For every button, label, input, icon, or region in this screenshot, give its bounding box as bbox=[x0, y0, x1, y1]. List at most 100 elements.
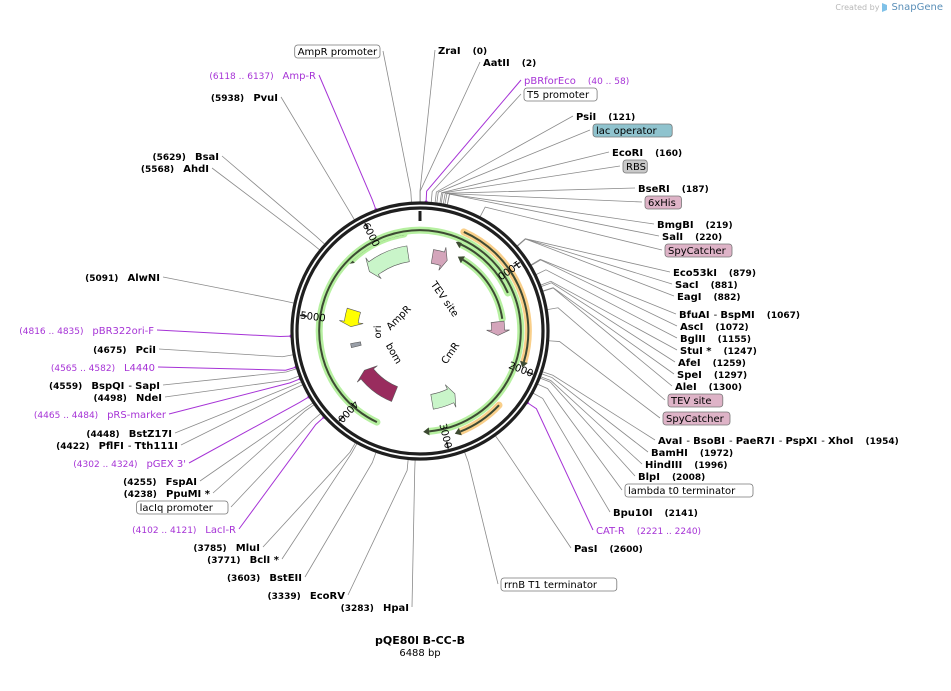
feature-label-tev-site[interactable]: TEV site bbox=[667, 393, 724, 408]
feature-label-tev-site: TEV site bbox=[427, 279, 460, 319]
label-position: (1259) bbox=[713, 359, 746, 369]
orf-arc[interactable] bbox=[318, 229, 522, 433]
enzyme-label-hpai[interactable]: (3283) HpaI bbox=[341, 603, 409, 614]
enzyme-label-hindiii[interactable]: HindIII (1996) bbox=[645, 460, 728, 471]
feature-bom[interactable] bbox=[350, 341, 362, 349]
primer-label-pbrforeco[interactable]: pBRforEco (40 .. 58) bbox=[524, 76, 629, 87]
enzyme-label-blpi[interactable]: BlpI (2008) bbox=[638, 472, 705, 483]
enzyme-label-ppumi-[interactable]: (4238) PpuMI * bbox=[124, 489, 211, 500]
enzyme-label-ecorv[interactable]: (3339) EcoRV bbox=[268, 591, 346, 602]
feature-label-t5-promoter[interactable]: T5 promoter bbox=[523, 87, 598, 102]
enzyme-label-ndei[interactable]: (4498) NdeI bbox=[94, 393, 162, 404]
enzyme-label-ecori[interactable]: EcoRI (160) bbox=[612, 148, 682, 159]
primer-label-pbr322ori-f[interactable]: (4816 .. 4835) pBR322ori-F bbox=[19, 326, 154, 337]
enzyme-label-zrai[interactable]: ZraI (0) bbox=[438, 46, 487, 57]
enzyme-label-bsteii[interactable]: (3603) BstEII bbox=[227, 573, 302, 584]
enzyme-label-eco53ki[interactable]: Eco53kI (879) bbox=[673, 268, 756, 279]
label-name: BglII (1155) bbox=[680, 334, 751, 345]
enzyme-label-mlui[interactable]: (3785) MluI bbox=[193, 543, 260, 554]
leader-line bbox=[516, 238, 673, 285]
enzyme-label-bsai[interactable]: (5629) BsaI bbox=[153, 152, 219, 163]
enzyme-label-psii[interactable]: PsiI (121) bbox=[576, 112, 635, 123]
leader-line bbox=[537, 383, 623, 491]
orf-arc[interactable] bbox=[462, 258, 504, 319]
orf-arc[interactable] bbox=[460, 243, 509, 294]
feature-label-laciq-promoter[interactable]: lacIq promoter bbox=[136, 500, 229, 515]
orf-arc[interactable] bbox=[459, 404, 500, 433]
primer-label-cat-r[interactable]: CAT-R (2221 .. 2240) bbox=[596, 526, 701, 537]
label-name: AscI (1072) bbox=[680, 322, 749, 333]
enzyme-label-afei[interactable]: AfeI (1259) bbox=[678, 358, 746, 369]
enzyme-label-alwni[interactable]: (5091) AlwNI bbox=[85, 273, 160, 284]
feature-label-lac-operator[interactable]: lac operator bbox=[592, 123, 673, 138]
enzyme-label-avai-bsobi-paer7i-pspxi-xhoi[interactable]: AvaI - BsoBI - PaeR7I - PspXI - XhoI (1954) bbox=[658, 436, 899, 447]
enzyme-label-bfuai-bspmi[interactable]: BfuAI - BspMI (1067) bbox=[679, 310, 800, 321]
enzyme-label-pflfi-tth111i[interactable]: (4422) PflFI - Tth111I bbox=[56, 441, 178, 452]
label-name: (5938) PvuI bbox=[211, 93, 278, 104]
feature-label-6xhis[interactable]: 6xHis bbox=[644, 195, 682, 210]
orf-arc[interactable] bbox=[463, 230, 530, 363]
feature-ampr[interactable] bbox=[365, 245, 410, 279]
feature-cmr[interactable] bbox=[430, 384, 457, 410]
leader-line bbox=[419, 61, 481, 203]
leader-line bbox=[281, 443, 358, 560]
enzyme-label-bglii[interactable]: BglII (1155) bbox=[680, 334, 751, 345]
feature-tev-site[interactable] bbox=[430, 247, 448, 271]
primer-label-pgex-3-[interactable]: (4302 .. 4324) pGEX 3' bbox=[73, 459, 186, 470]
enzyme-label-pasi[interactable]: PasI (2600) bbox=[574, 544, 643, 555]
enzyme-label-pvui[interactable]: (5938) PvuI bbox=[211, 93, 278, 104]
feature-ori[interactable] bbox=[339, 307, 364, 328]
enzyme-label-bcli-[interactable]: (3771) BclI * bbox=[207, 555, 280, 566]
primer-label-prs-marker[interactable]: (4465 .. 4484) pRS-marker bbox=[34, 410, 167, 421]
feature-spycatcher2[interactable] bbox=[486, 320, 510, 336]
enzyme-label-bstz17i[interactable]: (4448) BstZ17I bbox=[86, 429, 172, 440]
enzyme-label-fspai[interactable]: (4255) FspAI bbox=[123, 477, 197, 488]
enzyme-label-sali[interactable]: SalI (220) bbox=[662, 232, 722, 243]
enzyme-label-eagi[interactable]: EagI (882) bbox=[677, 292, 740, 303]
orf-arrowhead-icon bbox=[457, 256, 465, 264]
enzyme-label-pcii[interactable]: (4675) PciI bbox=[93, 345, 156, 356]
feature-label-spycatcher[interactable]: SpyCatcher bbox=[662, 411, 731, 426]
enzyme-label-alei[interactable]: AleI (1300) bbox=[675, 382, 742, 393]
tick-mark bbox=[364, 222, 369, 230]
primer-label-laci-r[interactable]: (4102 .. 4121) LacI-R bbox=[132, 525, 236, 536]
label-name: (4675) PciI bbox=[93, 345, 156, 356]
enzyme-label-stui-[interactable]: StuI * (1247) bbox=[680, 346, 757, 357]
enzyme-label-bpu10i[interactable]: Bpu10I (2141) bbox=[613, 508, 698, 519]
label-name: (3771) BclI * bbox=[207, 555, 280, 566]
orf-arrowhead-icon bbox=[520, 360, 528, 368]
leader-line bbox=[442, 187, 636, 205]
leader-line bbox=[479, 206, 663, 251]
feature-laci[interactable] bbox=[356, 365, 398, 402]
feature-label-lambda-t0-terminator[interactable]: lambda t0 terminator bbox=[624, 483, 754, 498]
label-name: (4102 .. 4121) LacI-R bbox=[132, 525, 236, 536]
primer-label-l4440[interactable]: (4565 .. 4582) L4440 bbox=[51, 363, 155, 374]
leader-line bbox=[162, 276, 295, 304]
enzyme-label-asci[interactable]: AscI (1072) bbox=[680, 322, 749, 333]
enzyme-label-saci[interactable]: SacI (881) bbox=[675, 280, 738, 291]
leader-line bbox=[382, 50, 412, 203]
label-name: AleI (1300) bbox=[675, 382, 742, 393]
enzyme-label-spei[interactable]: SpeI (1297) bbox=[677, 370, 747, 381]
leader-line bbox=[318, 74, 377, 210]
leader-line bbox=[532, 392, 611, 513]
enzyme-label-bamhi[interactable]: BamHI (1972) bbox=[651, 448, 733, 459]
feature-label-rbs[interactable]: RBS bbox=[622, 159, 648, 174]
label-position: (881) bbox=[711, 281, 738, 291]
enzyme-label-bmgbi[interactable]: BmgBI (219) bbox=[657, 220, 733, 231]
label-name: (3339) EcoRV bbox=[268, 591, 346, 602]
enzyme-label-bspqi-sapi[interactable]: (4559) BspQI - SapI bbox=[49, 381, 160, 392]
feature-label-spycatcher[interactable]: SpyCatcher bbox=[664, 243, 733, 258]
primer-label-amp-r[interactable]: (6118 .. 6137) Amp-R bbox=[209, 71, 316, 82]
feature-label-rrnb-t1-terminator[interactable]: rrnB T1 terminator bbox=[500, 577, 618, 592]
feature-label-box bbox=[500, 577, 618, 592]
enzyme-label-bseri[interactable]: BseRI (187) bbox=[638, 184, 709, 195]
feature-label-ori: ori bbox=[373, 325, 384, 338]
enzyme-label-ahdi[interactable]: (5568) AhdI bbox=[141, 164, 209, 175]
label-position: (1155) bbox=[718, 335, 751, 345]
feature-label-ampr-promoter[interactable]: AmpR promoter bbox=[294, 44, 381, 59]
enzyme-label-aatii[interactable]: AatII (2) bbox=[483, 58, 536, 69]
label-name: (5568) AhdI bbox=[141, 164, 209, 175]
